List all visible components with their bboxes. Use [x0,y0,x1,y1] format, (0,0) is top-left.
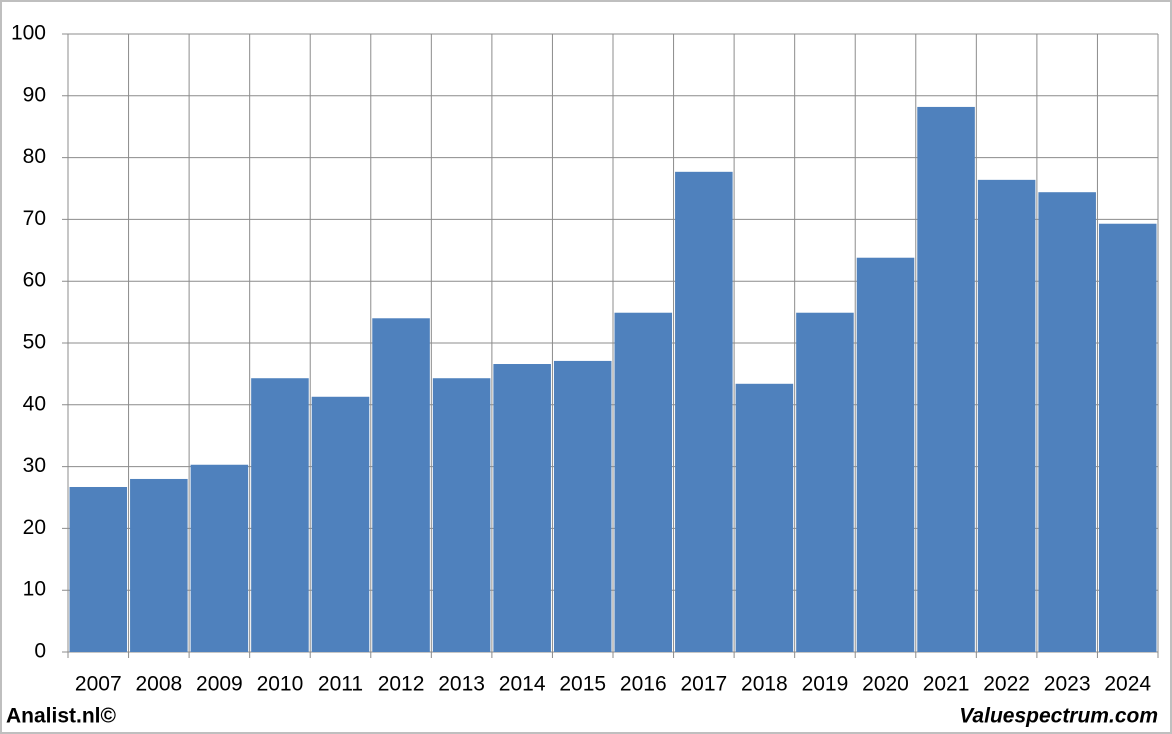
y-tick-label: 80 [23,145,46,168]
x-tick-label: 2024 [1104,673,1151,696]
bar [553,360,612,652]
bar [311,396,370,652]
bar [614,312,673,652]
bar [735,383,794,652]
y-tick-label: 60 [23,269,46,292]
bar [190,464,249,652]
y-tick-label: 30 [23,454,46,477]
x-tick-label: 2017 [680,673,727,696]
source-right: Valuespectrum.com [959,705,1158,728]
bar [372,318,430,652]
y-tick-label: 50 [23,331,46,354]
bar [251,378,309,652]
bar [856,257,915,652]
x-tick-label: 2019 [802,673,849,696]
y-tick-label: 40 [23,392,46,415]
x-tick-label: 2007 [75,673,122,696]
bar [1098,223,1157,652]
bar [69,486,128,652]
x-tick-label: 2008 [135,673,182,696]
y-tick-label: 100 [11,22,46,45]
x-tick-label: 2009 [196,673,243,696]
x-tick-label: 2023 [1044,673,1091,696]
bar [917,106,975,652]
y-tick-label: 10 [23,578,46,601]
bar [977,179,1036,652]
source-left: Analist.nl© [6,705,117,728]
y-tick-label: 70 [23,207,46,230]
x-tick-label: 2018 [741,673,788,696]
x-tick-label: 2011 [318,673,363,696]
bar [796,312,854,652]
y-tick-label: 20 [23,516,46,539]
x-tick-label: 2013 [438,673,485,696]
x-tick-label: 2022 [983,673,1030,696]
x-tick-label: 2010 [257,673,304,696]
bar [432,378,491,652]
x-tick-label: 2015 [559,673,606,696]
bar [493,364,551,652]
x-tick-label: 2021 [923,673,970,696]
bar [675,171,733,652]
bar [1038,192,1096,652]
x-tick-label: 2012 [378,673,425,696]
x-tick-label: 2016 [620,673,667,696]
bar [130,478,188,652]
y-tick-label: 90 [23,83,46,106]
y-tick-label: 0 [34,640,46,663]
x-tick-label: 2020 [862,673,909,696]
x-tick-label: 2014 [499,673,546,696]
